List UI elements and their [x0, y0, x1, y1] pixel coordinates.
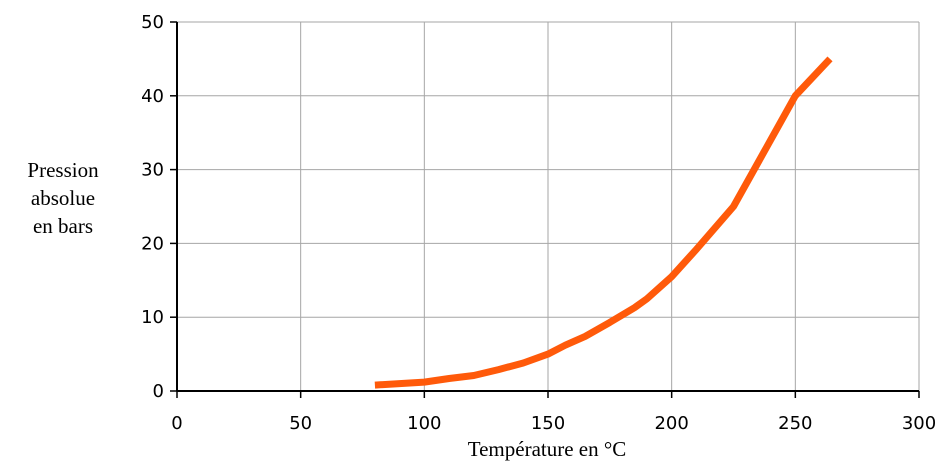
y-axis-label-line-2: absolue	[31, 186, 95, 210]
tick-labels: 0 50 100 150 200 250 300 0 10 20 30 40 50	[141, 12, 936, 434]
y-tick-label: 20	[141, 233, 164, 254]
x-tick-label: 100	[407, 413, 441, 434]
axes	[170, 21, 920, 398]
y-tick-label: 50	[141, 12, 164, 33]
y-axis-label-line-3: en bars	[33, 214, 93, 238]
y-tick-label: 0	[153, 381, 164, 402]
x-tick-label: 200	[654, 413, 688, 434]
series-layer	[374, 56, 833, 389]
x-tick-label: 300	[902, 413, 936, 434]
x-tick-label: 250	[778, 413, 812, 434]
x-tick-label: 0	[171, 413, 182, 434]
series-line-0	[374, 56, 833, 389]
x-tick-label: 150	[531, 413, 565, 434]
x-axis-label: Température en °C	[468, 437, 627, 461]
y-tick-label: 40	[141, 86, 164, 107]
grid	[177, 21, 920, 391]
y-axis-label-line-1: Pression	[27, 158, 99, 182]
y-tick-label: 30	[141, 160, 164, 181]
y-tick-label: 10	[141, 307, 164, 328]
x-tick-label: 50	[289, 413, 312, 434]
